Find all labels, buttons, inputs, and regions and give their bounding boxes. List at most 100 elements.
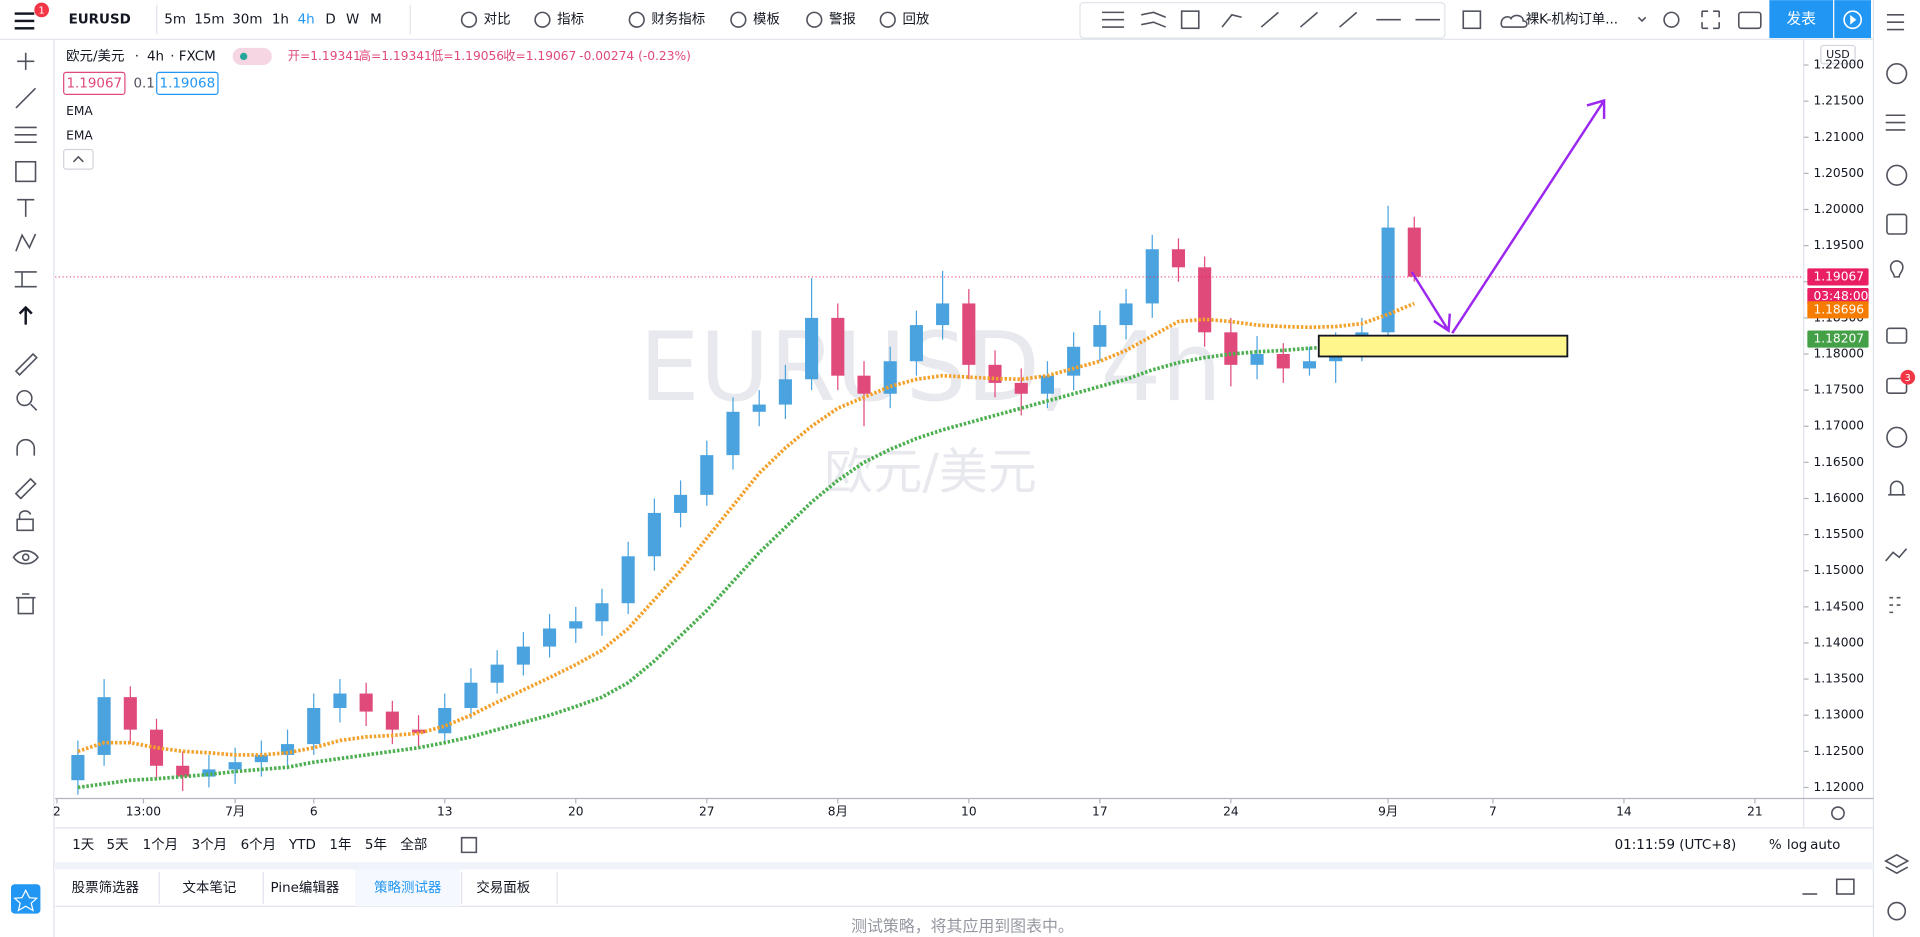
alerts-count: 3	[1905, 373, 1911, 384]
collapse-legend[interactable]	[63, 148, 94, 170]
ohlc-value: 开=1.19341	[288, 49, 361, 63]
ask-box[interactable]	[156, 71, 219, 96]
candle-body	[700, 455, 714, 495]
y-tick-label: 1.12500	[1813, 744, 1864, 758]
y-tick-label: 1.18000	[1813, 346, 1864, 360]
right-sidebar[interactable]	[1884, 14, 1910, 921]
ema-line	[77, 337, 1415, 790]
candle-body	[595, 603, 609, 622]
interval[interactable]: D	[325, 13, 335, 28]
snapshot[interactable]	[1737, 11, 1762, 30]
y-tick-label: 1.14000	[1813, 635, 1864, 649]
currency-box	[1820, 44, 1856, 65]
bid-box[interactable]	[63, 71, 126, 96]
interval[interactable]: 4h	[298, 13, 315, 28]
toolbar-button[interactable]: 对比	[484, 12, 511, 28]
active-tab	[355, 869, 461, 907]
symbol-search[interactable]: EURUSD	[69, 13, 131, 28]
interval[interactable]: W	[346, 13, 359, 28]
scale-log[interactable]: log	[1787, 838, 1808, 853]
button-icon	[460, 11, 478, 28]
toolbar-button[interactable]: 回放	[902, 12, 929, 28]
candle-body	[254, 754, 268, 763]
toolbar-button[interactable]: 财务指标	[651, 12, 705, 28]
legend-symbol: 欧元/美元	[66, 48, 124, 64]
axis-settings[interactable]	[1831, 806, 1845, 821]
candle-body	[385, 711, 399, 730]
candle-body	[176, 765, 190, 777]
plot-area: EURUSD, 4h 欧元/美元	[55, 205, 1804, 795]
publish-button[interactable]	[1769, 0, 1834, 39]
interval[interactable]: 30m	[232, 13, 262, 28]
panel-tab[interactable]: 交易面板	[476, 879, 530, 896]
left-toolbar[interactable]	[12, 52, 39, 615]
x-tick-label: 7月	[225, 804, 245, 818]
toolbar-button[interactable]: 指标	[557, 12, 584, 28]
timeframe[interactable]: 6个月	[241, 837, 276, 853]
y-tick-label: 1.13500	[1813, 672, 1864, 686]
goto-date[interactable]	[460, 836, 478, 854]
x-tick-label: 2	[53, 804, 61, 818]
x-tick-label: 7	[1489, 804, 1497, 818]
interval[interactable]: 5m	[164, 13, 186, 28]
timeframe[interactable]: 5天	[107, 838, 129, 853]
toolbar-button[interactable]: 警报	[829, 12, 856, 28]
timeframe[interactable]: 1个月	[143, 837, 178, 853]
panel-tab[interactable]: 策略测试器	[374, 879, 442, 896]
x-tick-label: 20	[568, 804, 584, 818]
button-icon	[879, 11, 896, 28]
price-tag	[1807, 330, 1869, 348]
candle-body	[752, 404, 766, 412]
settings[interactable]	[1663, 11, 1680, 28]
panel-tab[interactable]: 股票筛选器	[72, 880, 140, 896]
toolbar-button[interactable]: 模板	[753, 12, 780, 28]
candle-body	[1224, 332, 1238, 365]
candle-body	[464, 682, 478, 708]
candle-body	[1407, 227, 1421, 277]
zone-box[interactable]	[1317, 334, 1569, 358]
notification-badge	[34, 2, 49, 18]
candle-body	[123, 697, 137, 730]
timeframe[interactable]: 1年	[329, 837, 351, 853]
interval[interactable]: M	[370, 13, 382, 28]
y-tick-label: 1.22000	[1813, 58, 1864, 72]
interval[interactable]: 15m	[194, 13, 224, 28]
interval[interactable]: 1h	[272, 13, 289, 28]
scale-percent[interactable]: %	[1769, 838, 1782, 853]
watchlist-star[interactable]	[11, 884, 41, 914]
candle-body	[831, 317, 845, 376]
candle-body	[805, 317, 819, 380]
timeframe[interactable]: 1天	[72, 838, 94, 853]
arrow-up[interactable]	[1451, 98, 1606, 334]
fullscreen[interactable]	[1701, 10, 1720, 30]
button-icon	[806, 11, 823, 28]
timeframe[interactable]: 3个月	[192, 837, 227, 853]
panel-tab[interactable]: 文本笔记	[182, 880, 236, 896]
y-tick-label: 1.17500	[1813, 383, 1864, 397]
scale-auto[interactable]: auto	[1810, 838, 1840, 853]
arrow-down[interactable]	[1410, 271, 1452, 333]
layout-name[interactable]: 裸K-机构订单...	[1526, 12, 1618, 28]
y-tick-label: 1.12000	[1813, 780, 1864, 794]
y-tick-label: 1.15000	[1813, 563, 1864, 577]
legend-sep: ·	[170, 49, 174, 64]
drawing-tools[interactable]	[1102, 10, 1440, 30]
candle-body	[1276, 353, 1290, 369]
price-tag-label: 1.19067	[1813, 269, 1864, 283]
candle-body	[569, 621, 583, 629]
x-tick-label: 10	[961, 804, 977, 818]
timeframe[interactable]: 5年	[365, 837, 387, 853]
x-tick-label: 21	[1747, 804, 1763, 818]
timeframe[interactable]: YTD	[288, 838, 316, 853]
candle-body	[97, 697, 111, 755]
y-tick-label: 1.15500	[1813, 527, 1864, 541]
watermark-symbol: EURUSD, 4h	[639, 311, 1222, 423]
maximize-panel[interactable]	[1835, 878, 1855, 895]
rect-tool[interactable]	[1462, 10, 1482, 30]
timeframe[interactable]: 全部	[400, 836, 427, 853]
candle-body	[438, 707, 452, 734]
panel-tab[interactable]: Pine编辑器	[271, 880, 340, 896]
y-tick-label: 1.21000	[1813, 130, 1864, 144]
menu-button[interactable]	[14, 12, 35, 30]
publish-label[interactable]: 发表	[1787, 11, 1817, 28]
